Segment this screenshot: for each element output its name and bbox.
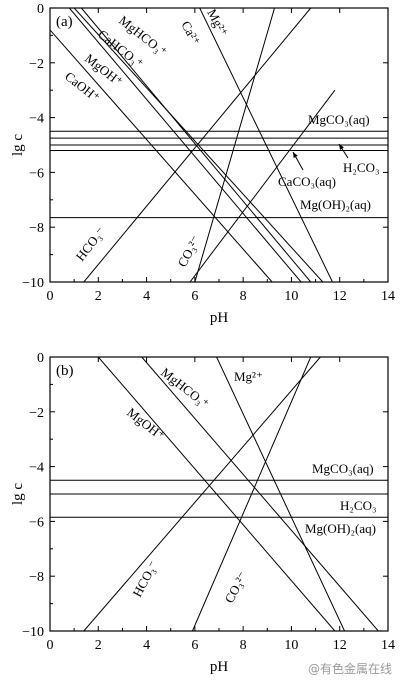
watermark: @有色金属在线 [307,662,392,676]
series-line-co3-2- [189,89,336,282]
series-label-mg2-: Mg²⁺ [234,369,263,384]
series-label-h2co3: H₂CO₃ [340,498,377,513]
y-tick-label: −8 [29,570,44,585]
x-tick-label: 0 [47,289,54,304]
panel-label: (a) [56,14,73,30]
x-tick-label: 12 [333,638,347,653]
series-label-hco3-: HCO₃⁻ [73,224,109,264]
x-tick-label: 8 [240,638,247,653]
x-tick-label: 4 [143,289,150,304]
y-tick-label: −6 [29,515,44,530]
series-label-caoh-: CaOH⁺ [62,69,103,106]
y-tick-label: 0 [37,351,44,366]
series-label-co3-2-: CO₃²⁻ [221,569,250,605]
series-label-mgco3-aq-: MgCO₃(aq) [308,112,370,127]
x-axis-label: pH [210,659,229,675]
y-axis-label: lg c [10,483,26,505]
series-label-mg2-: Mg²⁺ [204,6,231,38]
caco3-arrow-head [293,152,298,158]
y-axis-label: lg c [10,134,26,156]
x-tick-label: 8 [240,289,247,304]
x-tick-label: 14 [381,289,395,304]
x-tick-label: 10 [284,638,298,653]
x-tick-label: 4 [143,638,150,653]
y-tick-label: 0 [37,2,44,17]
x-tick-label: 12 [333,289,347,304]
series-label-caco3-aq-: CaCO₃(aq) [278,174,336,189]
series-label-mg-oh-2-aq-: Mg(OH)₂(aq) [300,197,371,212]
series-label-hco3-: HCO₃⁻ [129,558,160,599]
series-line-caoh- [50,29,273,282]
series-label-mgco3-aq-: MgCO₃(aq) [312,461,374,476]
y-tick-label: −8 [29,221,44,236]
x-tick-label: 6 [191,638,198,653]
y-tick-label: −10 [22,625,44,640]
x-axis-label: pH [210,310,229,326]
y-tick-label: −2 [29,406,44,421]
y-tick-label: −4 [29,112,44,127]
y-tick-label: −4 [29,461,44,476]
x-tick-label: 0 [47,638,54,653]
x-tick-label: 14 [381,638,395,653]
series-label-co3-2-: CO₃²⁻ [174,233,203,269]
y-tick-label: −2 [29,57,44,72]
series-label-mgoh-: MgOH⁺ [124,405,168,444]
x-tick-label: 10 [284,289,298,304]
h2co3-arrow-head [339,144,344,150]
series-label-h2co3: H₂CO₃ [343,160,380,175]
series-label-mghco3-: MgHCO₃⁺ [158,365,212,412]
x-tick-label: 2 [95,638,102,653]
y-tick-label: −6 [29,166,44,181]
y-tick-label: −10 [22,276,44,291]
x-tick-label: 6 [191,289,198,304]
series-label-mg-oh-2-aq-: Mg(OH)₂(aq) [305,521,376,536]
series-label-ca2-: Ca²⁺ [178,18,203,47]
panel-label: (b) [56,363,74,379]
x-tick-label: 2 [95,289,102,304]
